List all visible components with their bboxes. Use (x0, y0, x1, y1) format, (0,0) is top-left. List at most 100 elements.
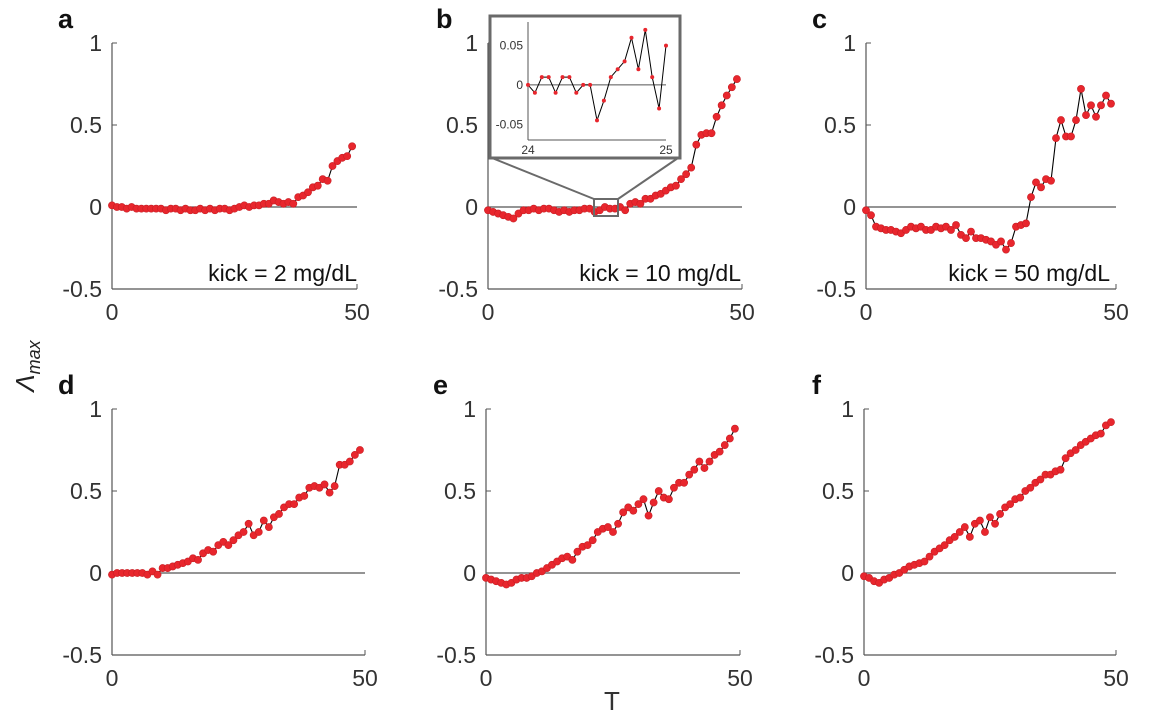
data-point (712, 112, 721, 121)
data-point (573, 547, 582, 556)
inset-data-point (539, 75, 544, 80)
y-tick-label: -0.5 (62, 642, 102, 668)
panel-f: f10.50-0.50 50 (812, 370, 1129, 691)
y-tick-label: 0.5 (446, 112, 478, 138)
data-point (672, 181, 680, 190)
inset-data-point (601, 98, 606, 103)
data-point (153, 570, 162, 579)
data-point (629, 506, 638, 515)
data-point (1036, 475, 1045, 484)
data-point (725, 434, 734, 443)
data-point (350, 451, 359, 459)
data-point (1061, 454, 1070, 463)
y-tick-label: 1 (841, 396, 854, 422)
panel-label-a: a (58, 4, 74, 34)
data-point (722, 91, 731, 100)
y-tick-label: -0.5 (436, 642, 476, 668)
panel-d: d10.50-0.50 50 (58, 370, 378, 691)
series-line (865, 88, 1112, 251)
data-point (690, 465, 699, 474)
data-point (962, 234, 970, 243)
data-point (636, 199, 645, 208)
data-point (325, 488, 334, 497)
data-point (1067, 132, 1075, 141)
x-tick-label: 50 (1103, 299, 1129, 325)
data-point (967, 227, 975, 236)
x-tick-label: 0 (106, 299, 119, 325)
data-point (731, 424, 739, 433)
inset-data-point (595, 118, 599, 123)
data-point (343, 152, 352, 161)
data-point (940, 541, 949, 550)
data-point (947, 226, 955, 234)
data-point (259, 516, 268, 525)
data-point (1006, 500, 1015, 509)
data-point (604, 523, 612, 531)
data-point (621, 206, 630, 215)
data-point (1072, 116, 1080, 124)
data-point (682, 170, 691, 179)
data-point (289, 199, 298, 208)
y-tick-label: 0.5 (444, 478, 476, 504)
data-point (717, 101, 726, 110)
data-point (254, 528, 263, 536)
data-point (1087, 101, 1095, 110)
y-tick-label: 1 (89, 30, 102, 56)
y-tick-label: 0.5 (824, 112, 856, 138)
inset-y-tick-label: 0.05 (500, 39, 524, 53)
data-point (320, 480, 329, 489)
data-point (677, 175, 685, 184)
data-point (695, 457, 704, 466)
data-point (981, 528, 989, 536)
data-point (614, 519, 622, 528)
y-tick-label: 0 (89, 560, 102, 586)
inset-data-point (546, 75, 551, 80)
data-point (328, 162, 337, 170)
panel-label-b: b (436, 4, 453, 34)
inset-frame (488, 14, 682, 160)
x-tick-label: 50 (344, 299, 370, 325)
panel-label-d: d (58, 370, 75, 400)
inset-data-point (526, 82, 530, 87)
data-point (244, 519, 253, 528)
data-point (733, 75, 741, 83)
data-point (1092, 112, 1100, 121)
data-point (639, 495, 648, 504)
y-axis-label: Λmax (10, 339, 44, 393)
data-point (664, 495, 673, 504)
y-tick-label: 0 (89, 194, 102, 220)
data-point (727, 83, 736, 92)
data-point (960, 523, 969, 531)
y-tick-label: 1 (89, 396, 102, 422)
data-point (705, 457, 714, 466)
data-point (348, 142, 356, 151)
data-point (867, 211, 875, 220)
data-point (997, 237, 1005, 246)
inset-data-point (581, 82, 586, 87)
x-tick-label: 0 (860, 299, 873, 325)
data-point (991, 519, 999, 528)
inset-data-point (574, 90, 579, 95)
inset-data-point (643, 27, 648, 32)
data-point (224, 541, 233, 550)
inset-data-point (664, 43, 668, 48)
x-tick-label: 50 (727, 665, 753, 691)
data-point (720, 441, 729, 449)
y-tick-label: 1 (465, 30, 478, 56)
data-point (986, 513, 994, 522)
kick-annotation: kick = 50 mg/dL (948, 260, 1110, 286)
series-line (111, 449, 361, 576)
data-point (1077, 85, 1085, 93)
data-point (1102, 91, 1110, 100)
data-point (952, 221, 960, 229)
x-tick-label: 0 (482, 299, 495, 325)
inset-data-point (636, 67, 641, 72)
data-point (609, 528, 617, 536)
x-tick-label: 50 (352, 665, 378, 691)
data-point (950, 533, 959, 541)
y-tick-label: 0.5 (70, 478, 102, 504)
data-point (1107, 418, 1115, 427)
data-point (707, 129, 716, 138)
inset-data-point (657, 106, 662, 111)
